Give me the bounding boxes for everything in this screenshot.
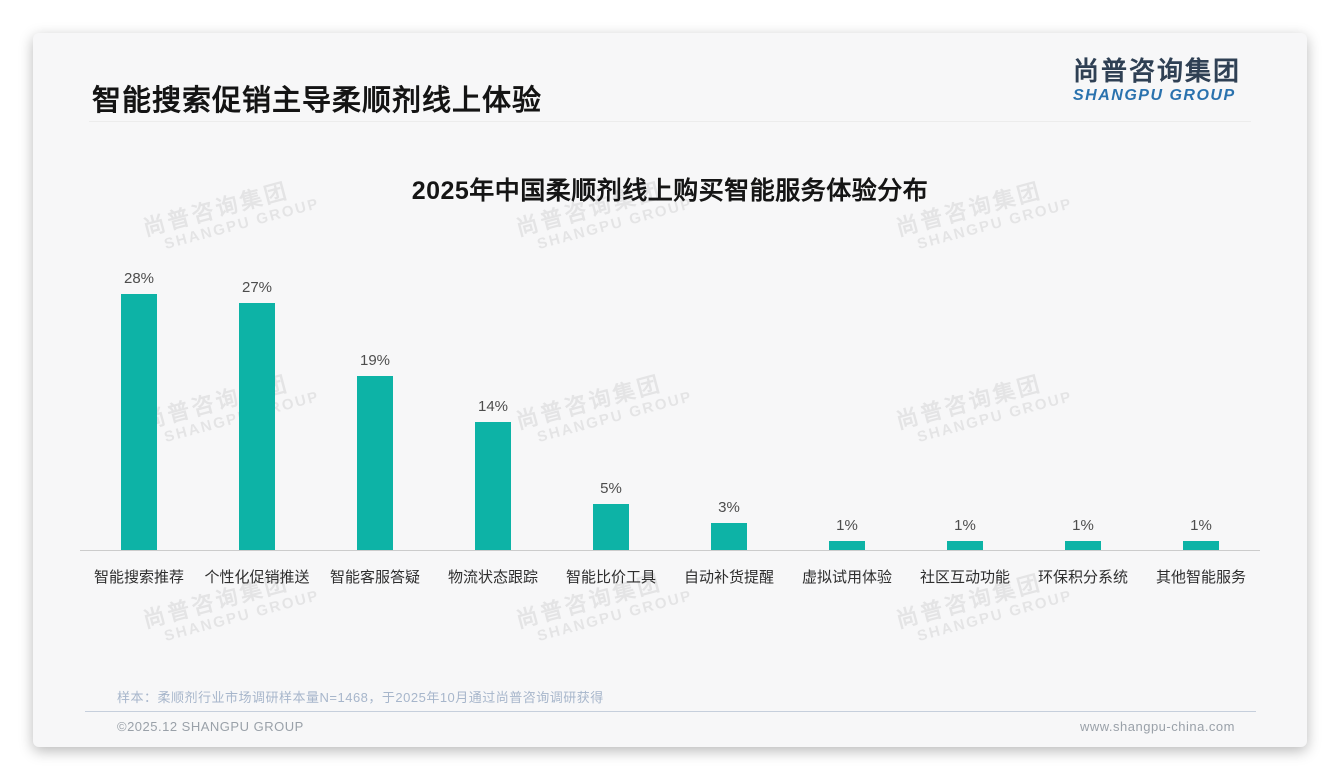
bar [947, 541, 983, 550]
bar-value-label: 1% [1072, 517, 1094, 534]
bar-slot: 1% [788, 517, 906, 550]
bar-slot: 1% [906, 517, 1024, 550]
chart-title: 2025年中国柔顺剂线上购买智能服务体验分布 [411, 177, 929, 205]
bar-value-label: 19% [359, 352, 391, 369]
website-url: www.shangpu-china.com [1079, 719, 1235, 734]
x-axis-label: 虚拟试用体验 [801, 569, 892, 586]
page-title: 智能搜索促销主导柔顺剂线上体验 [92, 85, 543, 117]
bar [711, 523, 747, 550]
logo-english-text: SHANGPU GROUP [1072, 86, 1236, 104]
bar-slot: 1% [1024, 517, 1142, 550]
bar-slot: 28% [80, 270, 198, 550]
x-axis-label: 智能搜索推荐 [93, 569, 184, 586]
bar-slot: 1% [1142, 517, 1260, 550]
bar-slot: 3% [670, 499, 788, 550]
footer-divider [85, 711, 1256, 712]
copyright-text: ©2025.12 SHANGPU GROUP [117, 719, 304, 734]
bar-slot: 19% [316, 352, 434, 550]
logo-chinese-text: 尚普咨询集团 [1072, 56, 1241, 86]
bar-slot: 14% [434, 398, 552, 550]
bar [829, 541, 865, 550]
watermark-english-text: SHANGPU GROUP [915, 587, 1075, 646]
bar [1183, 541, 1219, 550]
bar-value-label: 5% [600, 480, 622, 497]
bar-chart-plot-area: 28% 27% 19% 14% 5% 3% 1% 1% 1% 1% [80, 261, 1260, 551]
x-axis-label: 自动补货提醒 [683, 569, 774, 586]
x-axis-label: 社区互动功能 [919, 569, 1010, 586]
slide-card: 智能搜索促销主导柔顺剂线上体验 尚普咨询集团 SHANGPU GROUP 尚普咨… [33, 33, 1307, 747]
bar [1065, 541, 1101, 550]
bar-value-label: 14% [477, 398, 509, 415]
bar [357, 376, 393, 550]
bar-value-label: 3% [718, 499, 740, 516]
bar [239, 303, 275, 550]
x-axis-label: 个性化促销推送 [204, 569, 310, 586]
x-axis-label: 环保积分系统 [1037, 569, 1128, 586]
watermark-english-text: SHANGPU GROUP [162, 587, 322, 646]
bar-slot: 5% [552, 480, 670, 550]
x-axis-label: 智能比价工具 [565, 569, 656, 586]
x-axis-label: 物流状态跟踪 [447, 569, 538, 586]
bar [593, 504, 629, 550]
x-axis-labels: 智能搜索推荐 个性化促销推送 智能客服答疑 物流状态跟踪 智能比价工具 自动补货提醒 虚拟试… [80, 552, 1260, 587]
header-divider [89, 121, 1251, 122]
footer: ©2025.12 SHANGPU GROUP www.shangpu-china… [117, 719, 1235, 734]
bar-value-label: 1% [954, 517, 976, 534]
bar-value-label: 1% [1190, 517, 1212, 534]
x-axis-label: 其他智能服务 [1155, 569, 1246, 586]
watermark-english-text: SHANGPU GROUP [535, 587, 695, 646]
bar-value-label: 27% [241, 279, 273, 296]
sample-note: 样本：柔顺剂行业市场调研样本量N=1468，于2025年10月通过尚普咨询调研获… [117, 690, 604, 705]
bar-value-label: 28% [123, 270, 155, 287]
bar [475, 422, 511, 550]
bar-value-label: 1% [836, 517, 858, 534]
company-logo: 尚普咨询集团 SHANGPU GROUP [1073, 57, 1241, 104]
x-axis-label: 智能客服答疑 [329, 569, 420, 586]
bar-slot: 27% [198, 279, 316, 550]
bar [121, 294, 157, 550]
